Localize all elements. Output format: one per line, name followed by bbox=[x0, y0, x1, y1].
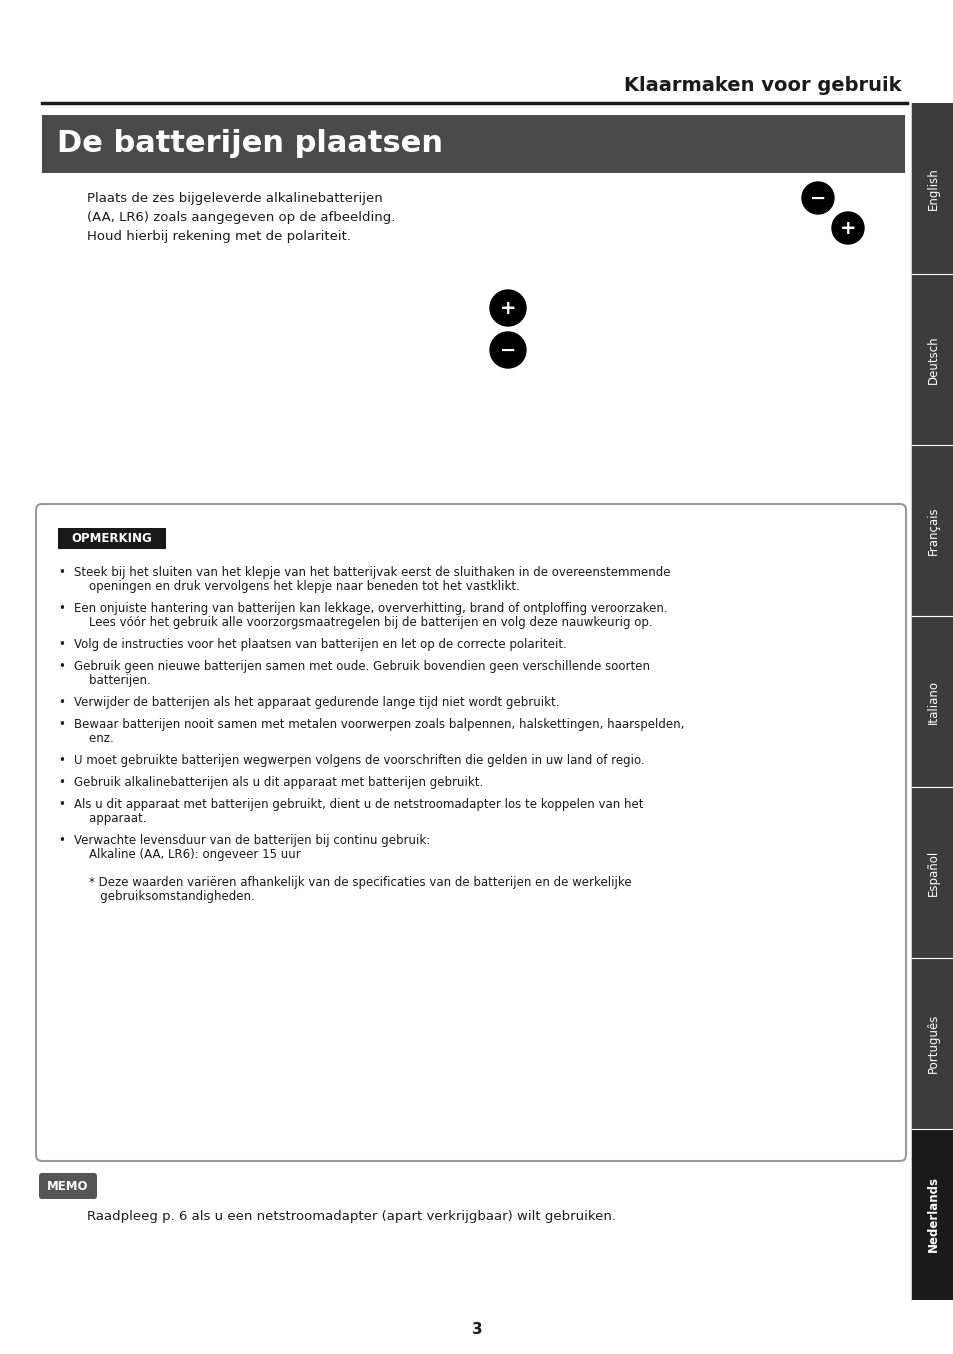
Circle shape bbox=[831, 213, 863, 244]
Text: Steek bij het sluiten van het klepje van het batterijvak eerst de sluithaken in : Steek bij het sluiten van het klepje van… bbox=[74, 566, 670, 580]
Text: Italiano: Italiano bbox=[925, 680, 939, 723]
Text: Português: Português bbox=[925, 1014, 939, 1074]
Text: Plaats de zes bijgeleverde alkalinebatterijen
(AA, LR6) zoals aangegeven op de a: Plaats de zes bijgeleverde alkalinebatte… bbox=[87, 192, 395, 242]
Text: gebruiksomstandigheden.: gebruiksomstandigheden. bbox=[74, 890, 254, 903]
Text: Lees vóór het gebruik alle voorzorgsmaatregelen bij de batterijen en volg deze n: Lees vóór het gebruik alle voorzorgsmaat… bbox=[74, 616, 652, 630]
Bar bbox=[42, 115, 904, 173]
Text: openingen en druk vervolgens het klepje naar beneden tot het vastklikt.: openingen en druk vervolgens het klepje … bbox=[74, 580, 519, 593]
Text: •: • bbox=[58, 834, 66, 848]
Bar bbox=[58, 528, 166, 548]
Text: •: • bbox=[58, 798, 66, 811]
Text: −: − bbox=[809, 188, 825, 207]
Bar bbox=[911, 103, 953, 274]
Text: Raadpleeg p. 6 als u een netstroomadapter (apart verkrijgbaar) wilt gebruiken.: Raadpleeg p. 6 als u een netstroomadapte… bbox=[87, 1210, 616, 1223]
Text: •: • bbox=[58, 638, 66, 651]
Text: Als u dit apparaat met batterijen gebruikt, dient u de netstroomadapter los te k: Als u dit apparaat met batterijen gebrui… bbox=[74, 798, 643, 811]
Text: batterijen.: batterijen. bbox=[74, 674, 151, 686]
Text: Gebruik alkalinebatterijen als u dit apparaat met batterijen gebruikt.: Gebruik alkalinebatterijen als u dit app… bbox=[74, 776, 483, 789]
Text: apparaat.: apparaat. bbox=[74, 812, 147, 825]
Text: MEMO: MEMO bbox=[48, 1179, 89, 1193]
Text: Alkaline (AA, LR6): ongeveer 15 uur: Alkaline (AA, LR6): ongeveer 15 uur bbox=[74, 848, 300, 861]
Text: Deutsch: Deutsch bbox=[925, 336, 939, 383]
Text: enz.: enz. bbox=[74, 733, 113, 745]
Text: •: • bbox=[58, 659, 66, 673]
Circle shape bbox=[490, 290, 525, 326]
Text: Volg de instructies voor het plaatsen van batterijen en let op de correcte polar: Volg de instructies voor het plaatsen va… bbox=[74, 638, 566, 651]
Text: •: • bbox=[58, 776, 66, 789]
Text: +: + bbox=[839, 218, 856, 237]
Text: Bewaar batterijen nooit samen met metalen voorwerpen zoals balpennen, halskettin: Bewaar batterijen nooit samen met metale… bbox=[74, 718, 683, 731]
Circle shape bbox=[801, 181, 833, 214]
Text: De batterijen plaatsen: De batterijen plaatsen bbox=[57, 130, 442, 158]
Text: •: • bbox=[58, 603, 66, 615]
Text: •: • bbox=[58, 696, 66, 709]
Text: •: • bbox=[58, 718, 66, 731]
Text: Klaarmaken voor gebruik: Klaarmaken voor gebruik bbox=[624, 76, 901, 95]
Text: English: English bbox=[925, 167, 939, 210]
Text: Verwijder de batterijen als het apparaat gedurende lange tijd niet wordt gebruik: Verwijder de batterijen als het apparaat… bbox=[74, 696, 558, 709]
Text: −: − bbox=[499, 340, 516, 360]
Text: Een onjuiste hantering van batterijen kan lekkage, oververhitting, brand of ontp: Een onjuiste hantering van batterijen ka… bbox=[74, 603, 667, 615]
Text: •: • bbox=[58, 566, 66, 580]
Text: U moet gebruikte batterijen wegwerpen volgens de voorschriften die gelden in uw : U moet gebruikte batterijen wegwerpen vo… bbox=[74, 754, 644, 766]
Text: Nederlands: Nederlands bbox=[925, 1177, 939, 1252]
Text: 3: 3 bbox=[471, 1323, 482, 1338]
FancyBboxPatch shape bbox=[39, 1173, 97, 1200]
Bar bbox=[911, 616, 953, 787]
Text: •: • bbox=[58, 754, 66, 766]
Text: +: + bbox=[499, 298, 516, 317]
Text: * Deze waarden variëren afhankelijk van de specificaties van de batterijen en de: * Deze waarden variëren afhankelijk van … bbox=[74, 876, 631, 890]
Text: Verwachte levensduur van de batterijen bij continu gebruik:: Verwachte levensduur van de batterijen b… bbox=[74, 834, 430, 848]
Circle shape bbox=[490, 332, 525, 368]
Text: Gebruik geen nieuwe batterijen samen met oude. Gebruik bovendien geen verschille: Gebruik geen nieuwe batterijen samen met… bbox=[74, 659, 649, 673]
Bar bbox=[911, 959, 953, 1129]
Text: Français: Français bbox=[925, 506, 939, 555]
Bar bbox=[911, 445, 953, 616]
Text: Español: Español bbox=[925, 849, 939, 895]
FancyBboxPatch shape bbox=[36, 504, 905, 1160]
Bar bbox=[911, 274, 953, 445]
Bar bbox=[911, 1129, 953, 1300]
Text: OPMERKING: OPMERKING bbox=[71, 532, 152, 546]
Bar bbox=[911, 787, 953, 959]
